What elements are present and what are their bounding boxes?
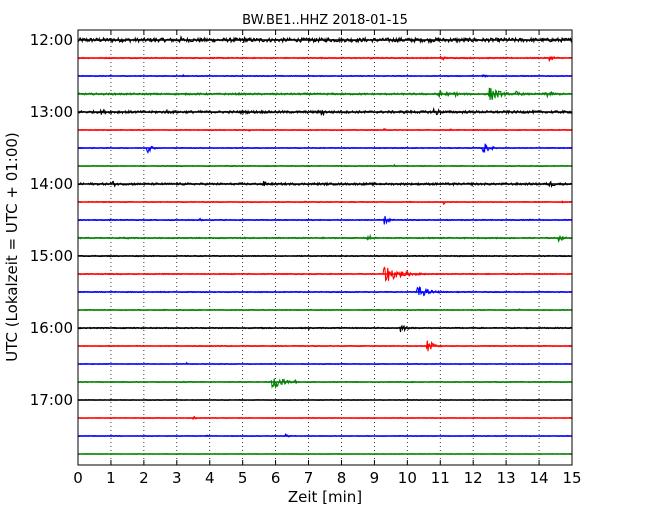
y-tick-label: 16:00 <box>30 319 73 337</box>
x-tick-label: 5 <box>238 469 248 487</box>
x-axis-label: Zeit [min] <box>288 488 362 506</box>
x-tick-label: 1 <box>106 469 116 487</box>
grid <box>110 30 540 465</box>
x-tick-label: 10 <box>398 469 417 487</box>
x-tick-label: 0 <box>73 469 83 487</box>
x-tick-label: 9 <box>370 469 380 487</box>
x-tick-label: 11 <box>431 469 450 487</box>
seismic-trace <box>78 378 573 390</box>
x-tick-label: 8 <box>337 469 347 487</box>
x-tick-label: 13 <box>497 469 516 487</box>
y-tick-label: 15:00 <box>30 247 73 265</box>
x-tick-label: 15 <box>562 469 581 487</box>
plot-frame <box>77 29 573 466</box>
x-tick-label: 2 <box>139 469 149 487</box>
y-tick-label: 12:00 <box>30 31 73 49</box>
y-axis-label: UTC (Lokalzeit = UTC + 01:00) <box>3 132 21 362</box>
x-axis-ticks: 0 1 2 3 4 5 6 7 8 9 10 11 12 13 14 15 <box>73 30 582 487</box>
y-axis-ticks: 12:00 13:00 14:00 15:00 16:00 17:00 <box>30 31 572 409</box>
x-tick-label: 12 <box>464 469 483 487</box>
y-tick-label: 13:00 <box>30 103 73 121</box>
y-tick-label: 14:00 <box>30 175 73 193</box>
x-tick-label: 3 <box>172 469 182 487</box>
x-tick-label: 4 <box>205 469 215 487</box>
x-tick-label: 6 <box>271 469 281 487</box>
traces <box>77 35 573 455</box>
y-tick-label: 17:00 <box>30 391 73 409</box>
seismic-trace <box>77 324 573 333</box>
x-tick-label: 14 <box>530 469 549 487</box>
chart-title: BW.BE1..HHZ 2018-01-15 <box>242 13 408 28</box>
x-tick-label: 7 <box>304 469 314 487</box>
